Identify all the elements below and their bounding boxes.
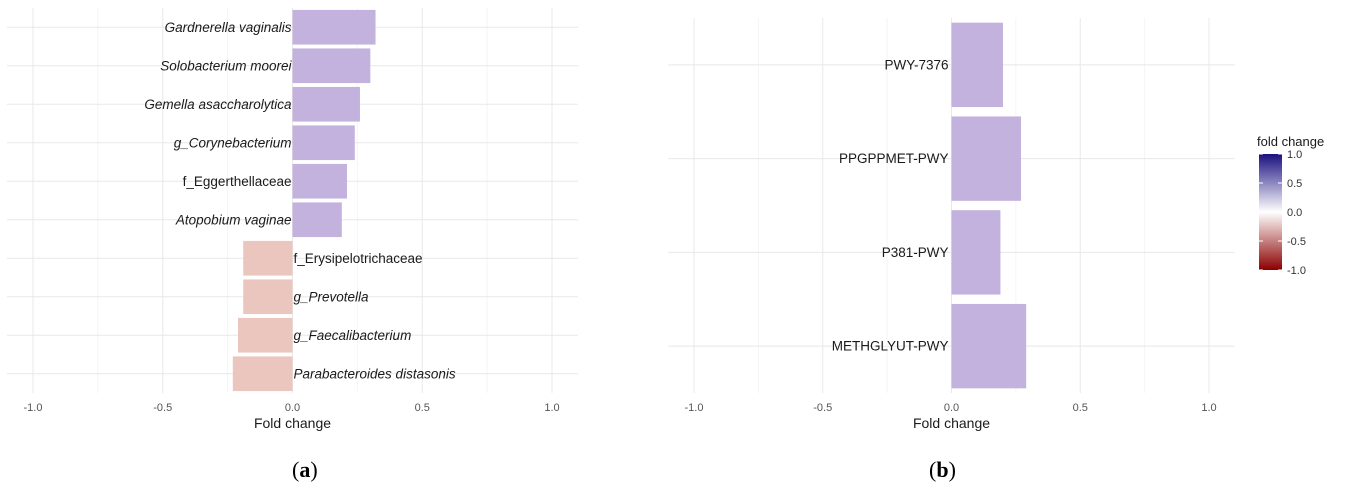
bar [951, 210, 1001, 295]
category-label: Solobacterium moorei [160, 58, 292, 73]
bar [292, 9, 376, 45]
bar [292, 86, 360, 122]
category-label: Parabacteroides distasonis [294, 366, 456, 381]
x-tick-label: 0.0 [285, 402, 300, 414]
legend-tick-label: 0.0 [1287, 207, 1302, 219]
bar [243, 279, 293, 315]
category-label: g_Faecalibacterium [294, 328, 412, 343]
category-label: Gardnerella vaginalis [165, 20, 292, 35]
chart-panel-a: Gardnerella vaginalis Solobacterium moore… [7, 8, 578, 431]
legend-tick-label: -0.5 [1287, 236, 1306, 248]
bar [951, 116, 1022, 201]
bar [238, 317, 293, 353]
panel-a-caption: (a) [292, 457, 318, 482]
category-label: g_Corynebacterium [174, 135, 292, 150]
panel-b-letter: b [936, 457, 949, 482]
category-label: Atopobium vaginae [175, 212, 292, 227]
chart-panel-b: PWY-7376 PPGPPMET-PWY P381-PWY METHGLYUT-PW… [668, 18, 1235, 431]
x-tick-label: -1.0 [24, 402, 43, 414]
category-label: P381-PWY [882, 245, 949, 260]
x-tick-label: 1.0 [1201, 402, 1216, 414]
x-axis-title: Fold change [254, 415, 331, 431]
x-tick-label: -0.5 [153, 402, 172, 414]
bar [243, 240, 293, 276]
category-label: PPGPPMET-PWY [839, 151, 949, 166]
category-label: PWY-7376 [884, 57, 948, 72]
x-tick-label: -1.0 [685, 402, 704, 414]
category-label: f_Eggerthellaceae [183, 174, 292, 189]
legend-tick-label: -1.0 [1287, 265, 1306, 277]
category-label: g_Prevotella [294, 289, 370, 304]
category-label: Gemella asaccharolytica [144, 97, 292, 112]
panel-a-letter: a [299, 457, 311, 482]
x-tick-label: 1.0 [544, 402, 559, 414]
bar [292, 125, 355, 161]
x-tick-label: -0.5 [813, 402, 832, 414]
legend-colorbar [1259, 154, 1282, 270]
legend-tick-label: 0.5 [1287, 178, 1302, 190]
bar [292, 202, 342, 238]
legend-title: fold change [1257, 134, 1324, 149]
panel-b-caption: (b) [929, 457, 956, 482]
bar [292, 48, 371, 84]
bar [232, 356, 293, 392]
category-label: f_Erysipelotrichaceae [294, 251, 423, 266]
bar [951, 22, 1003, 108]
x-axis-title: Fold change [913, 415, 990, 431]
x-tick-label: 0.5 [1073, 402, 1088, 414]
category-label: METHGLYUT-PWY [832, 339, 949, 354]
bar [292, 163, 347, 199]
legend-tick-label: 1.0 [1287, 149, 1302, 161]
x-tick-label: 0.0 [944, 402, 959, 414]
x-tick-label: 0.5 [415, 402, 430, 414]
bar [951, 303, 1027, 389]
